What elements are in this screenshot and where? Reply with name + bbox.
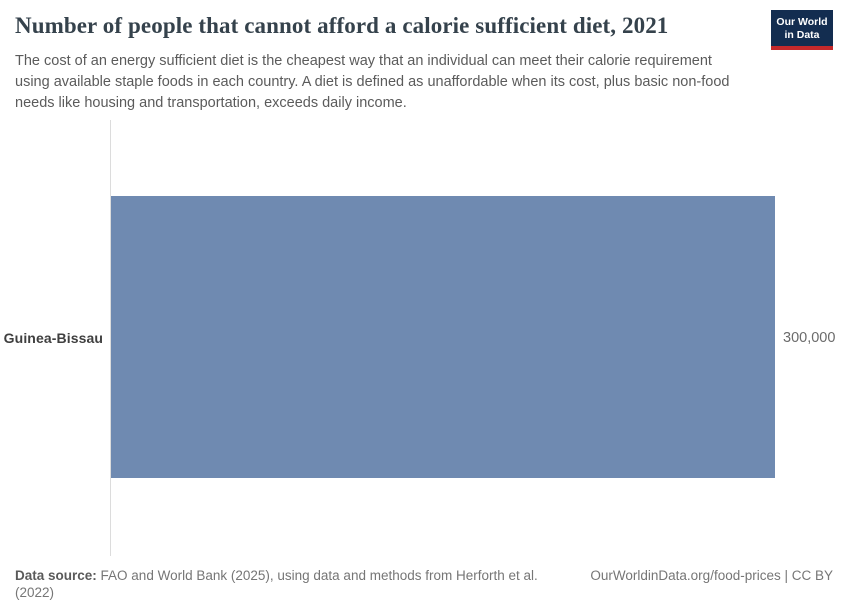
- bar-row: Guinea-Bissau 300,000: [0, 120, 850, 556]
- chart-subtitle: The cost of an energy sufficient diet is…: [15, 53, 730, 111]
- plot-area: Guinea-Bissau 300,000: [0, 120, 850, 556]
- data-source-label: Data source:: [15, 568, 97, 583]
- bar[interactable]: [111, 196, 775, 478]
- category-label: Guinea-Bissau: [3, 330, 103, 346]
- y-axis-line: [110, 120, 111, 556]
- chart-footer: Data source: FAO and World Bank (2025), …: [15, 567, 833, 600]
- data-source-note: Data source: FAO and World Bank (2025), …: [15, 567, 590, 600]
- data-source-text: FAO and World Bank (2025), using data an…: [15, 568, 538, 600]
- value-label: 300,000: [783, 330, 836, 346]
- owid-logo-line2: in Data: [784, 28, 820, 41]
- attribution-link[interactable]: OurWorldinData.org/food-prices | CC BY: [590, 568, 833, 583]
- owid-logo[interactable]: Our World in Data: [771, 10, 833, 50]
- owid-logo-line1: Our World: [776, 16, 828, 28]
- page-title: Number of people that cannot afford a ca…: [15, 13, 669, 38]
